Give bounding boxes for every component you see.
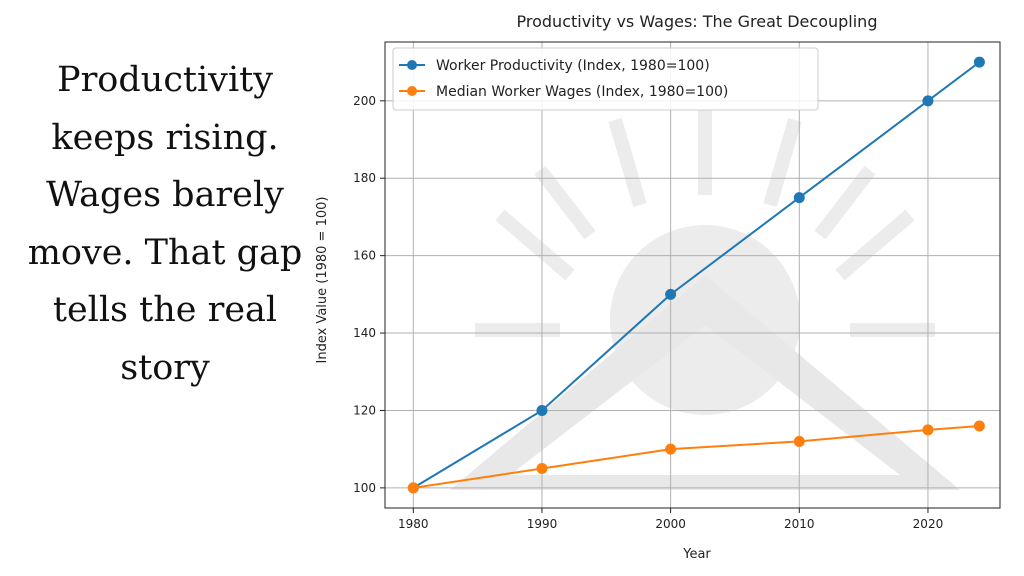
legend-marker [407, 60, 417, 70]
data-point [665, 288, 677, 300]
legend: Worker Productivity (Index, 1980=100) Med… [392, 47, 819, 111]
slide-caption: Productivity keeps rising. Wages barely … [27, 60, 303, 388]
axis-ticks: 1980 1990 2000 2010 2020 100 120 140 160 180 200 [353, 94, 943, 531]
series-line-wages [413, 424, 980, 489]
legend-label: Median Worker Wages (Index, 1980=100) [436, 84, 728, 100]
data-point [536, 404, 548, 416]
y-tick-label: 160 [353, 249, 376, 263]
y-tick-label: 180 [353, 171, 376, 185]
chart-title: Productivity vs Wages: The Great Decoupl… [517, 12, 878, 31]
x-tick-label: 2000 [655, 517, 686, 531]
x-tick-label: 1990 [527, 517, 558, 531]
x-axis-label: Year [682, 547, 711, 562]
x-tick-label: 2020 [913, 517, 944, 531]
x-tick-label: 2010 [784, 517, 815, 531]
y-axis-label: Index Value (1980 = 100) [315, 197, 330, 364]
y-tick-label: 140 [353, 326, 376, 340]
data-point [793, 435, 805, 447]
data-point [407, 482, 419, 494]
grid [385, 42, 1000, 508]
series-line-productivity [412, 61, 981, 489]
legend-box [392, 47, 819, 111]
legend-marker [407, 86, 417, 96]
data-point [536, 463, 548, 475]
data-point [973, 56, 985, 68]
data-point [665, 443, 677, 455]
y-tick-label: 100 [353, 481, 376, 495]
data-point [973, 420, 985, 432]
y-tick-label: 120 [353, 403, 376, 417]
x-tick-label: 1980 [398, 517, 429, 531]
data-point [922, 95, 934, 107]
data-point [793, 192, 805, 204]
watermark-logo [450, 110, 960, 490]
data-point [922, 424, 934, 436]
plot-frame [384, 41, 1001, 509]
y-tick-label: 200 [353, 94, 376, 108]
legend-label: Worker Productivity (Index, 1980=100) [436, 58, 710, 74]
